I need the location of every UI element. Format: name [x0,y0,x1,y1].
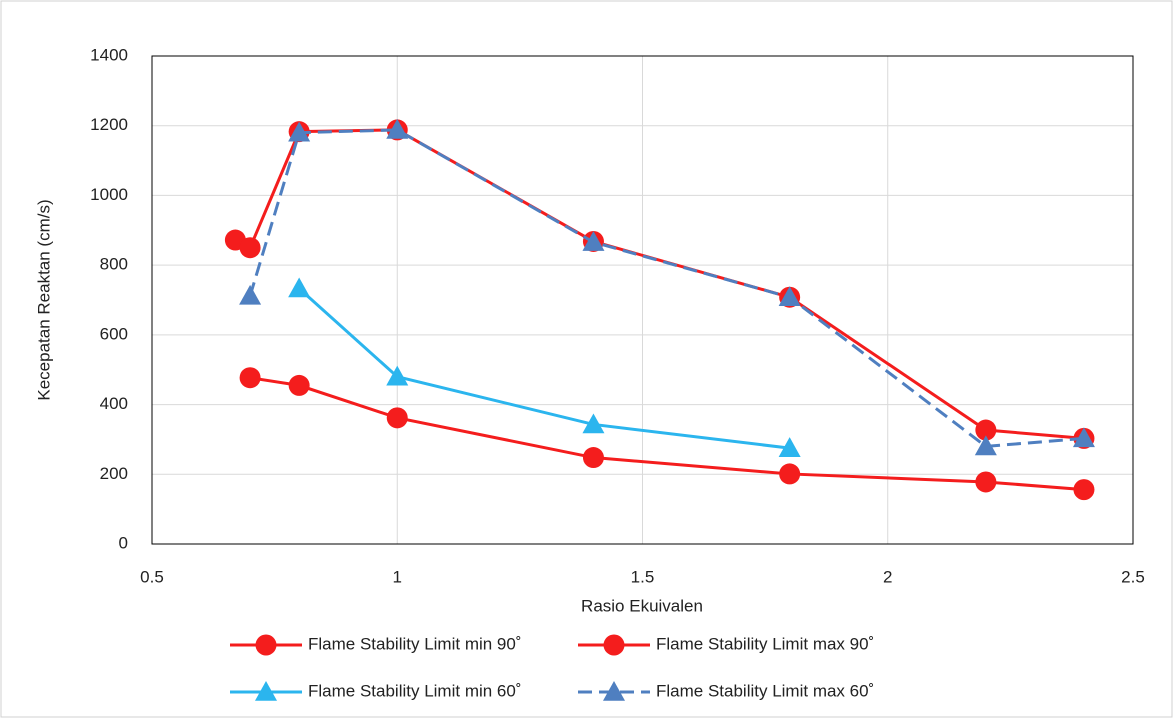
x-tick-label: 2.5 [1121,567,1145,586]
y-tick-label: 400 [100,394,128,413]
y-tick-label: 1400 [90,45,128,64]
y-tick-label: 0 [119,533,128,552]
y-tick-label: 1000 [90,185,128,204]
x-tick-label: 0.5 [140,567,164,586]
y-tick-label: 200 [100,464,128,483]
point [975,471,996,492]
legend-label: Flame Stability Limit min 60˚ [308,681,522,700]
x-tick-label: 2 [883,567,892,586]
chart: Rasio Ekuivalen Kecepatan Reaktan (cm/s)… [0,0,1175,720]
point [583,447,604,468]
y-axis-label: Kecepatan Reaktan (cm/s) [34,199,53,400]
legend-marker [256,635,277,656]
point [240,367,261,388]
x-tick-label: 1.5 [631,567,655,586]
point [779,463,800,484]
legend-label: Flame Stability Limit min 90˚ [308,634,522,653]
x-axis-label: Rasio Ekuivalen [581,596,703,615]
y-tick-label: 600 [100,324,128,343]
point [240,237,261,258]
x-tick-label: 1 [393,567,402,586]
point [1073,479,1094,500]
y-tick-label: 1200 [90,115,128,134]
y-tick-label: 800 [100,255,128,274]
legend-label: Flame Stability Limit max 60˚ [656,681,874,700]
legend-label: Flame Stability Limit max 90˚ [656,634,874,653]
point [387,407,408,428]
point [289,375,310,396]
legend-marker [604,635,625,656]
